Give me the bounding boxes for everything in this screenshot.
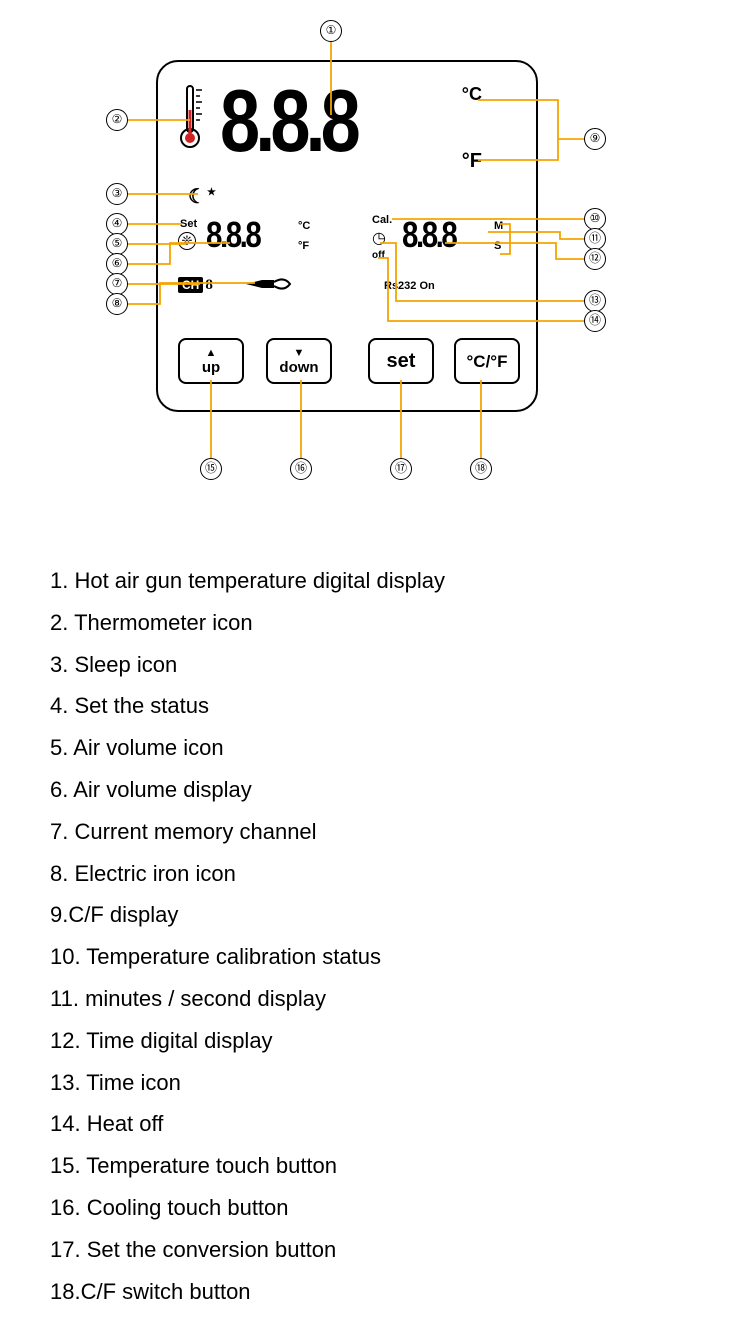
legend-item: 2. Thermometer icon bbox=[50, 602, 710, 644]
off-label: off bbox=[372, 250, 385, 261]
legend-item: 11. minutes / second display bbox=[50, 978, 710, 1020]
rs232-label: Rs232 On bbox=[384, 280, 435, 292]
callout-12: ⑫ bbox=[584, 248, 606, 270]
iron-icon bbox=[244, 274, 292, 299]
legend-item: 17. Set the conversion button bbox=[50, 1229, 710, 1271]
down-arrow-icon: ▼ bbox=[294, 348, 305, 359]
callout-14: ⑭ bbox=[584, 310, 606, 332]
legend-list: 1. Hot air gun temperature digital displ… bbox=[0, 530, 750, 1342]
up-arrow-icon: ▲ bbox=[206, 348, 217, 359]
legend-item: 13. Time icon bbox=[50, 1062, 710, 1104]
legend-item: 18.C/F switch button bbox=[50, 1271, 710, 1313]
cf-button[interactable]: °C/°F bbox=[454, 338, 520, 384]
down-button-label: down bbox=[279, 360, 318, 375]
unit-f-main: °F bbox=[462, 150, 482, 173]
legend-item: 12. Time digital display bbox=[50, 1020, 710, 1062]
callout-13: ⑬ bbox=[584, 290, 606, 312]
legend-item: 6. Air volume display bbox=[50, 769, 710, 811]
cf-button-label: °C/°F bbox=[467, 353, 508, 370]
legend-item: 10. Temperature calibration status bbox=[50, 936, 710, 978]
time-digits: 8.8.8 bbox=[402, 214, 455, 256]
callout-7: ⑦ bbox=[106, 273, 128, 295]
legend-item: 15. Temperature touch button bbox=[50, 1145, 710, 1187]
unit-c-main: °C bbox=[462, 84, 482, 105]
thermometer-icon bbox=[180, 80, 206, 155]
air-volume-display: 8.8.8 bbox=[206, 214, 271, 256]
legend-item: 4. Set the status bbox=[50, 685, 710, 727]
set-button[interactable]: set bbox=[368, 338, 434, 384]
callout-4: ④ bbox=[106, 213, 128, 235]
main-temp-display: 8.8.8 bbox=[220, 70, 480, 172]
air-unit-f: °F bbox=[298, 240, 309, 252]
legend-item: 14. Heat off bbox=[50, 1103, 710, 1145]
callout-2: ② bbox=[106, 109, 128, 131]
legend-item: 9.C/F display bbox=[50, 894, 710, 936]
legend-item: 1. Hot air gun temperature digital displ… bbox=[50, 560, 710, 602]
callout-6: ⑥ bbox=[106, 253, 128, 275]
callout-11: ⑪ bbox=[584, 228, 606, 250]
up-button[interactable]: ▲ up bbox=[178, 338, 244, 384]
ch-badge: CH8 bbox=[178, 276, 213, 294]
callout-18: ⑱ bbox=[470, 458, 492, 480]
diagram-area: 8.8.8 °C °F ☾★ Set ❊ 8.8.8 °C °F Cal. ◷ … bbox=[0, 0, 750, 530]
time-m: M bbox=[494, 220, 503, 232]
set-button-label: set bbox=[387, 351, 416, 371]
set-label: Set bbox=[180, 218, 197, 230]
main-temp-digits: 8.8.8 bbox=[220, 70, 356, 172]
device-panel: 8.8.8 °C °F ☾★ Set ❊ 8.8.8 °C °F Cal. ◷ … bbox=[156, 60, 538, 412]
sleep-icon: ☾★ bbox=[188, 184, 215, 209]
callout-3: ③ bbox=[106, 183, 128, 205]
callout-5: ⑤ bbox=[106, 233, 128, 255]
cal-label: Cal. bbox=[372, 214, 392, 226]
legend-item: 16. Cooling touch button bbox=[50, 1187, 710, 1229]
legend-item: 8. Electric iron icon bbox=[50, 853, 710, 895]
air-volume-digits: 8.8.8 bbox=[206, 214, 259, 256]
legend-item: 3. Sleep icon bbox=[50, 644, 710, 686]
air-unit-c: °C bbox=[298, 220, 310, 232]
callout-16: ⑯ bbox=[290, 458, 312, 480]
callout-8: ⑧ bbox=[106, 293, 128, 315]
fan-icon: ❊ bbox=[178, 232, 196, 250]
up-button-label: up bbox=[202, 360, 220, 375]
callout-9: ⑨ bbox=[584, 128, 606, 150]
legend-item: 7. Current memory channel bbox=[50, 811, 710, 853]
clock-icon: ◷ bbox=[372, 228, 386, 248]
legend-item: 5. Air volume icon bbox=[50, 727, 710, 769]
down-button[interactable]: ▼ down bbox=[266, 338, 332, 384]
callout-1: ① bbox=[320, 20, 342, 42]
time-s: S bbox=[494, 240, 501, 252]
callout-15: ⑮ bbox=[200, 458, 222, 480]
callout-17: ⑰ bbox=[390, 458, 412, 480]
time-display: 8.8.8 bbox=[402, 214, 467, 256]
callout-10: ⑩ bbox=[584, 208, 606, 230]
